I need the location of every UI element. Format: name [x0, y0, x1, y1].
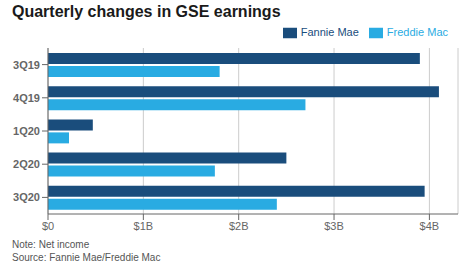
svg-text:$0: $0 — [42, 220, 54, 232]
svg-text:$1B: $1B — [134, 220, 154, 232]
svg-text:2Q20: 2Q20 — [13, 158, 40, 170]
html-text:Freddie Mac: Freddie Mac — [386, 26, 448, 38]
html-text:Note: Net income: Note: Net income — [12, 239, 90, 250]
svg-text:$4B: $4B — [420, 220, 440, 232]
svg-text:$3B: $3B — [324, 220, 344, 232]
html-text:Fannie Mae: Fannie Mae — [300, 26, 359, 38]
html-text:Quarterly changes in GSE earni: Quarterly changes in GSE earnings — [12, 3, 281, 20]
svg-text:1Q20: 1Q20 — [13, 125, 40, 137]
svg-text:3Q19: 3Q19 — [13, 59, 40, 71]
svg-text:$2B: $2B — [229, 220, 249, 232]
svg-text:3Q20: 3Q20 — [13, 191, 40, 203]
html-text:Source: Fannie Mae/Freddie Mac: Source: Fannie Mae/Freddie Mac — [12, 252, 161, 263]
svg-text:4Q19: 4Q19 — [13, 92, 40, 104]
